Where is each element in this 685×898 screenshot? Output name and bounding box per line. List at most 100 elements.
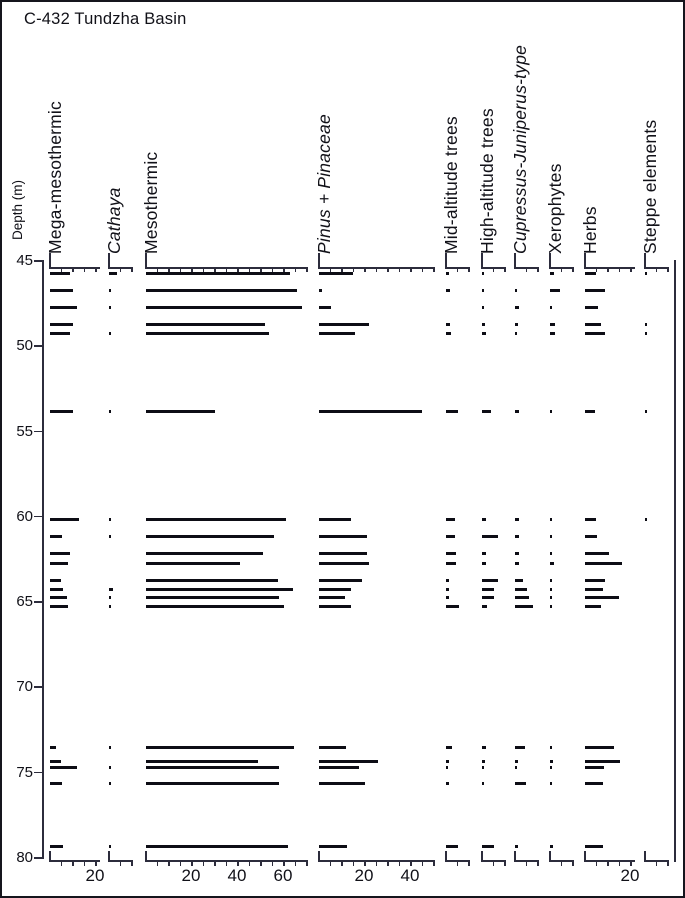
column-bottom-axis-tick [655, 860, 657, 866]
column-bottom-axis-riser [584, 851, 586, 860]
pollen-bar [49, 782, 63, 786]
pollen-bar [514, 579, 523, 583]
pollen-bar [584, 331, 606, 335]
bottom-axis-label: 60 [273, 866, 293, 885]
pollen-bar [49, 289, 73, 293]
bottom-axis-label: 20 [85, 866, 105, 885]
column-top-axis [584, 267, 635, 269]
column-bottom-axis-riser [318, 851, 320, 860]
column-bottom-axis-tick [248, 860, 250, 866]
pollen-bar [514, 746, 525, 750]
column-top-axis-tick [306, 267, 308, 272]
column-top-axis-riser [549, 253, 551, 267]
pollen-bar [584, 759, 621, 763]
bottom-axis-label: 40 [227, 866, 247, 885]
column-top-axis-tick [630, 267, 632, 272]
pollen-bar [549, 410, 552, 414]
column-top-axis-riser [644, 253, 646, 267]
column-top-axis-tick [119, 267, 121, 272]
column-top-axis-tick [294, 267, 296, 272]
pollen-bar [481, 289, 484, 293]
column-top-axis-tick [237, 267, 239, 272]
pollen-bar [445, 534, 455, 538]
pollen-bar [445, 604, 460, 608]
pollen-bar [584, 596, 619, 600]
pollen-bar [108, 845, 111, 849]
column-label: Pinus + Pinaceae [314, 114, 334, 254]
bottom-axis-label: 20 [620, 866, 640, 885]
bottom-axis-label: 20 [181, 866, 201, 885]
depth-axis-tick [34, 515, 42, 518]
column-bottom-axis-tick [95, 860, 97, 866]
pollen-bar [584, 289, 606, 293]
column-top-axis-tick [387, 267, 389, 272]
pollen-bar [108, 534, 111, 538]
pollen-bar [481, 845, 495, 849]
column-bottom-axis-riser [108, 851, 110, 860]
column-bottom-axis-tick [387, 860, 389, 866]
pollen-bar [514, 323, 518, 327]
column-bottom-axis-tick [410, 860, 412, 866]
pollen-bar [49, 410, 73, 414]
column-bottom-axis-tick [72, 860, 74, 866]
pollen-bar [445, 596, 449, 600]
bottom-axis-label: 20 [354, 866, 374, 885]
pollen-bar [481, 759, 485, 763]
pollen-bar [318, 323, 370, 327]
column-top-axis-tick [560, 267, 562, 272]
pollen-bar [318, 604, 351, 608]
column-top-axis-tick [179, 267, 181, 272]
pollen-bar [49, 306, 78, 310]
pollen-bar [584, 587, 603, 591]
pollen-bar [145, 272, 291, 276]
pollen-bar [514, 587, 528, 591]
column-top-axis [49, 267, 100, 269]
pollen-bar [514, 765, 517, 769]
pollen-bar [514, 845, 518, 849]
column-bottom-axis-tick [504, 860, 506, 866]
column-bottom-axis-tick [168, 860, 170, 866]
pollen-bar [318, 587, 351, 591]
column-top-axis-tick [433, 267, 435, 272]
column-bottom-axis-tick [283, 860, 285, 866]
column-top-axis-tick [364, 267, 366, 272]
pollen-bar [318, 410, 422, 414]
pollen-bar [108, 289, 111, 293]
pollen-bar [445, 517, 455, 521]
column-top-axis-tick [260, 267, 262, 272]
pollen-bar [549, 765, 552, 769]
pollen-bar [49, 587, 64, 591]
pollen-bar [514, 289, 517, 293]
depth-axis-tick [34, 686, 42, 688]
pollen-bar [49, 534, 63, 538]
pollen-bar [145, 410, 215, 414]
column-top-axis-riser [584, 253, 586, 267]
column-bottom-axis-tick [214, 860, 216, 866]
depth-axis-tick [34, 771, 42, 774]
pollen-bar [49, 331, 70, 335]
column-bottom-axis-tick [560, 860, 562, 866]
pollen-bar [445, 410, 459, 414]
pollen-bar [549, 323, 556, 327]
column-bottom-axis [584, 860, 635, 862]
pollen-bar [108, 331, 111, 335]
pollen-bar [318, 551, 367, 555]
pollen-bar [549, 331, 556, 335]
column-bottom-axis-tick [607, 860, 609, 866]
pollen-bar [145, 306, 302, 310]
pollen-bar [549, 845, 553, 849]
pollen-bar [49, 759, 61, 763]
pollen-bar [318, 596, 345, 600]
column-bottom-axis-tick [468, 860, 470, 866]
column-label: Cathaya [104, 187, 124, 254]
column-bottom-axis-tick [202, 860, 204, 866]
pollen-bar [108, 604, 111, 608]
pollen-bar [445, 323, 451, 327]
depth-tick-label: 80 [16, 849, 33, 866]
column-top-axis-riser [514, 253, 516, 267]
pollen-bar [49, 845, 64, 849]
pollen-bar [318, 306, 332, 310]
pollen-bar [318, 534, 367, 538]
pollen-bar [49, 765, 78, 769]
